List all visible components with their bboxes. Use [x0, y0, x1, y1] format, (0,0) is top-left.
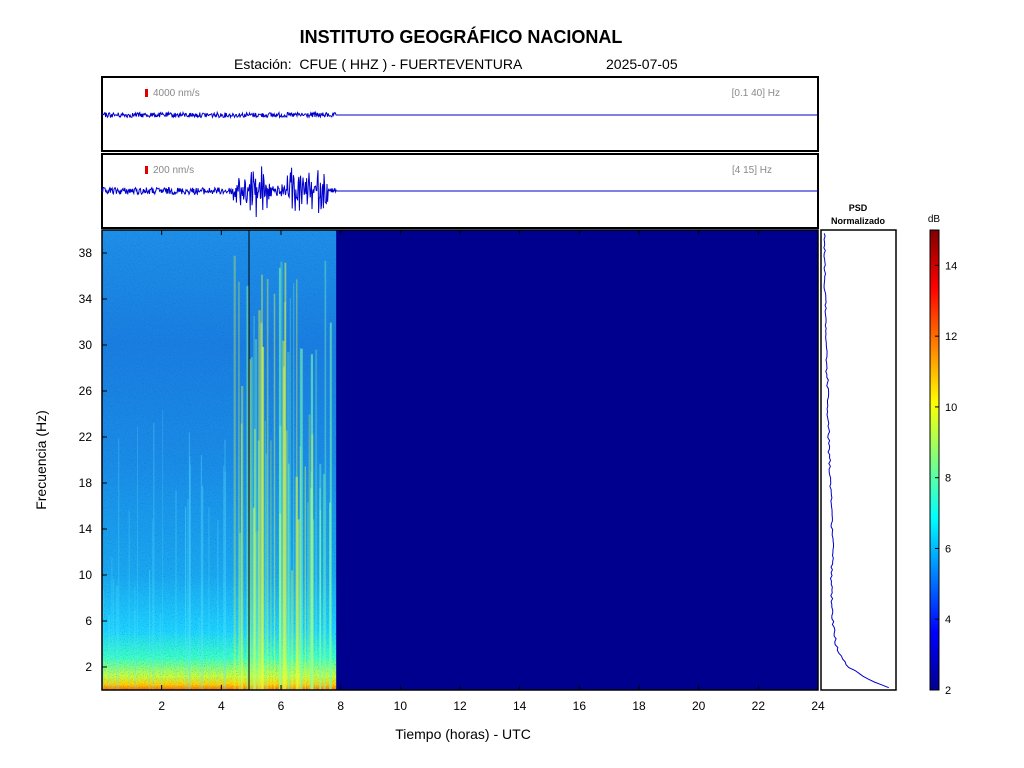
x-tick-label: 4 — [218, 699, 225, 713]
psd-subtitle: Normalizado — [831, 216, 886, 226]
colorbar-tick-label: 2 — [945, 685, 951, 697]
trace-scale-marker — [145, 89, 148, 97]
x-axis-label: Tiempo (horas) - UTC — [395, 726, 531, 742]
x-tick-label: 16 — [573, 699, 587, 713]
station-subtitle: Estación: CFUE ( HHZ ) - FUERTEVENTURA — [234, 56, 523, 72]
trace-waveform — [101, 166, 818, 218]
trace-scale-marker — [145, 166, 148, 174]
x-tick-label: 14 — [513, 699, 527, 713]
trace-band-label: [0.1 40] Hz — [732, 88, 780, 99]
trace-frame — [101, 76, 819, 152]
psd-panel: PSD Normalizado — [820, 203, 897, 691]
colorbar: dB 2 4 6 8 10 12 14 — [928, 214, 957, 697]
trace-band-label: [4 15] Hz — [732, 165, 772, 176]
trace-panel-filtered: 200 nm/s [4 15] Hz — [101, 153, 819, 229]
trace-waveform — [101, 110, 818, 120]
x-axis: 2 4 6 8 10 12 14 16 18 20 22 24 — [158, 230, 825, 713]
spectrogram: 2 4 6 8 10 12 14 16 18 20 22 24 261014182226303438 … — [33, 229, 825, 742]
page-title: INSTITUTO GEOGRÁFICO NACIONAL — [299, 27, 623, 47]
y-tick-label: 30 — [79, 338, 93, 352]
trace-panel-broadband: 4000 nm/s [0.1 40] Hz — [101, 76, 819, 152]
colorbar-tick-label: 6 — [945, 543, 951, 555]
x-tick-label: 12 — [453, 699, 467, 713]
colorbar-tick-label: 12 — [945, 331, 957, 343]
y-tick-label: 34 — [79, 292, 93, 306]
trace-scale-label: 200 nm/s — [153, 165, 194, 176]
x-tick-label: 6 — [278, 699, 285, 713]
y-tick-label: 18 — [79, 476, 93, 490]
y-tick-label: 26 — [79, 384, 93, 398]
colorbar-tick-label: 8 — [945, 473, 951, 485]
colorbar-unit: dB — [928, 214, 941, 225]
spectrogram-streaks — [102, 255, 332, 690]
x-tick-label: 24 — [811, 699, 825, 713]
x-tick-label: 2 — [158, 699, 165, 713]
psd-title: PSD — [849, 203, 868, 213]
y-tick-label: 38 — [79, 246, 93, 260]
date-label: 2025-07-05 — [606, 56, 678, 72]
x-tick-label: 18 — [632, 699, 646, 713]
x-tick-label: 20 — [692, 699, 706, 713]
y-tick-label: 22 — [79, 430, 93, 444]
colorbar-tick-label: 10 — [945, 402, 957, 414]
y-tick-label: 6 — [85, 614, 92, 628]
trace-scale-label: 4000 nm/s — [153, 88, 200, 99]
y-axis-label: Frecuencia (Hz) — [33, 410, 49, 510]
colorbar-tick-label: 4 — [945, 614, 951, 626]
spectrogram-noise-texture — [102, 230, 337, 690]
y-tick-label: 2 — [85, 660, 92, 674]
colorbar-ticks: 2 4 6 8 10 12 14 — [935, 260, 957, 697]
x-tick-label: 8 — [337, 699, 344, 713]
colorbar-tick-label: 14 — [945, 260, 957, 272]
psd-frame — [820, 229, 897, 691]
y-tick-label: 14 — [79, 522, 93, 536]
x-tick-label: 10 — [394, 699, 408, 713]
y-tick-label: 10 — [79, 568, 93, 582]
x-tick-label: 22 — [752, 699, 766, 713]
colorbar-scale — [929, 229, 940, 691]
psd-curve — [823, 233, 889, 689]
